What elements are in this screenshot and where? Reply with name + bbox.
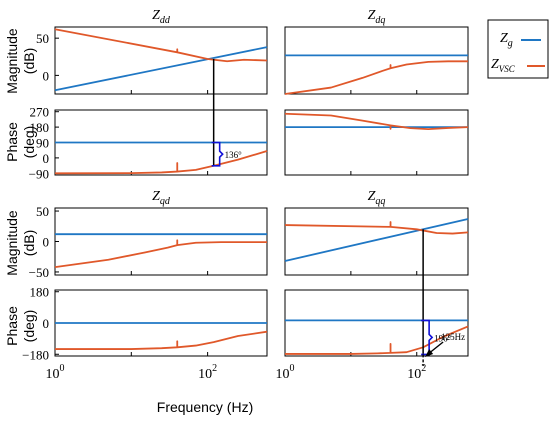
y-tick-label: 0 (43, 68, 50, 83)
ylabel-phase-top-line2: (deg) (21, 126, 37, 159)
y-tick-label: 180 (30, 120, 50, 135)
x-tick-label: 102 (407, 363, 426, 382)
x-tick-label: 102 (198, 363, 217, 382)
panel-title: Zqq (368, 189, 386, 207)
y-tick-label: 0 (43, 316, 50, 331)
y-tick-label: 270 (30, 105, 50, 120)
legend-box (487, 19, 549, 79)
y-tick-label: −180 (22, 347, 49, 362)
y-tick-label: 180 (30, 285, 50, 300)
series-zg-line (284, 218, 469, 262)
panel-8 (284, 289, 469, 357)
phase-margin-qq-label: 196° (434, 333, 452, 343)
legend-entry-zvsc-label: ZVSC (491, 57, 516, 74)
plot-area: Zdd500Zdq270180900−90Zqd500−50Zqq1800−18… (22, 8, 469, 382)
panel-2: Zdq (284, 8, 469, 95)
panel-title: Zdq (368, 8, 386, 26)
panel-title: Zqd (152, 189, 171, 207)
callout-125hz-label: 125Hz (441, 332, 465, 342)
y-tick-label: −50 (29, 265, 49, 280)
panel-6: Zqq (284, 189, 469, 276)
x-tick-label: 100 (276, 363, 295, 382)
ylabel-magnitude-top-line1: Magnitude (4, 28, 20, 94)
y-tick-label: 0 (43, 151, 50, 166)
phase-margin-dd-label: 136° (225, 150, 243, 160)
series-zvsc-line (54, 239, 267, 268)
panel-frame (284, 289, 469, 357)
y-tick-label: 0 (43, 235, 50, 250)
series-zvsc-line (54, 28, 268, 63)
panel-frame (284, 109, 469, 176)
ylabel-magnitude-bottom-line1: Magnitude (4, 210, 20, 276)
legend-entry-zg-label: Zg (500, 31, 513, 49)
y-tick-label: 90 (36, 136, 49, 151)
y-tick-label: 50 (36, 31, 49, 46)
ylabel-phase-bottom-line2: (deg) (21, 310, 37, 343)
series-zvsc-line (284, 60, 468, 95)
panel-frame (284, 207, 469, 276)
series-zg-line (54, 46, 268, 92)
panel-frame (284, 26, 469, 95)
panel-1: Zdd 50 0 (36, 8, 268, 95)
xlabel: Frequency (Hz) (157, 399, 253, 415)
y-tick-label: −90 (29, 166, 49, 181)
phase-margin-dd-bracket (211, 141, 224, 167)
ylabel-magnitude-bottom-line2: (dB) (21, 230, 37, 256)
series-zvsc-line (54, 150, 268, 175)
y-tick-label: 50 (36, 204, 49, 219)
series-zvsc-line (284, 112, 469, 131)
series-zvsc-line (285, 325, 469, 355)
ylabel-phase-bottom-line1: Phase (4, 306, 20, 346)
x-tick-label: 100 (46, 363, 65, 382)
ylabel-magnitude-top-line2: (dB) (21, 48, 37, 74)
series-zvsc-line (284, 221, 469, 235)
callout-125hz-arrow-head (425, 349, 434, 357)
panel-title: Zdd (152, 8, 171, 26)
panel-4 (284, 109, 469, 176)
panel-5: Zqd 50 0 −50 (29, 189, 268, 280)
legend: Zg ZVSC (487, 19, 549, 79)
ylabel-phase-top-line1: Phase (4, 122, 20, 162)
panel-7: 180 0 −180 (22, 285, 268, 362)
series-zvsc-line (55, 330, 268, 350)
